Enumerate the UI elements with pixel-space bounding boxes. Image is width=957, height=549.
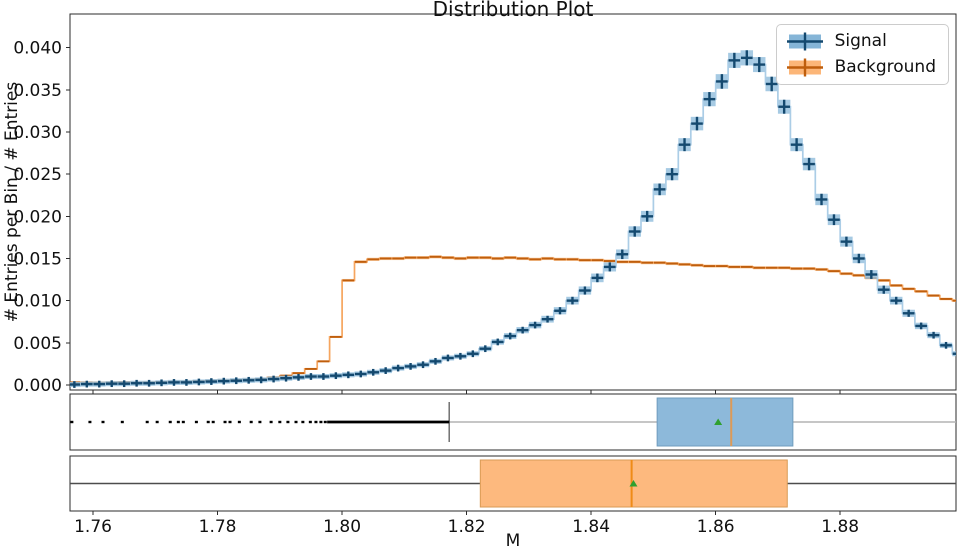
- mean-marker: [629, 480, 638, 487]
- x-tick-label: 1.88: [821, 517, 859, 537]
- y-axis-label: # Entries per Bin / # Entries: [2, 81, 22, 323]
- background-series: [70, 255, 956, 384]
- flier-point: [319, 420, 323, 424]
- bottom-axis: 1.76 1.78 1.80 1.82 1.84 1.86 1.88: [74, 511, 859, 537]
- flier-point: [70, 420, 74, 424]
- flier-point: [194, 420, 198, 424]
- flier-point: [211, 420, 215, 424]
- flier-point: [237, 420, 241, 424]
- flier-point: [249, 420, 253, 424]
- flier-point: [269, 420, 273, 424]
- signal-series: [70, 50, 956, 388]
- flier-point: [101, 420, 105, 424]
- y-tick-label: 0.000: [13, 376, 62, 396]
- x-tick-label: 1.78: [199, 517, 237, 537]
- flier-point: [258, 420, 262, 424]
- flier-point: [323, 420, 327, 424]
- y-tick-label: 0.035: [13, 81, 62, 101]
- plot-title: Distribution Plot: [432, 0, 594, 21]
- x-tick-label: 1.86: [697, 517, 735, 537]
- flier-point: [286, 420, 290, 424]
- flier-point: [155, 420, 159, 424]
- flier-point: [145, 420, 149, 424]
- mean-marker: [714, 418, 723, 425]
- flier-point: [206, 420, 210, 424]
- legend-label-signal: Signal: [834, 31, 887, 51]
- flier-point: [228, 420, 232, 424]
- background-boxplot: [69, 455, 957, 512]
- flier-point: [176, 420, 180, 424]
- legend-entry-signal: Signal: [786, 31, 936, 51]
- flier-point: [88, 420, 92, 424]
- y-tick-label: 0.025: [13, 165, 62, 185]
- main-axes: 0.000 0.005 0.010 0.015 0.020 0.025 0.030 0.035…: [13, 13, 957, 396]
- x-tick-label: 1.84: [572, 517, 610, 537]
- flier-point: [120, 420, 124, 424]
- legend: Signal Background: [775, 24, 949, 85]
- flier-point: [181, 420, 185, 424]
- flier-point: [314, 420, 318, 424]
- y-tick-label: 0.020: [13, 207, 62, 227]
- legend-label-background: Background: [834, 57, 936, 77]
- signal-errorbar-swatch-icon: [786, 32, 823, 51]
- flier-point: [278, 420, 282, 424]
- y-tick-label: 0.005: [13, 334, 62, 354]
- y-tick-label: 0.010: [13, 292, 62, 312]
- y-tick-label: 0.015: [13, 249, 62, 269]
- signal-boxplot: [69, 393, 957, 451]
- flier-point: [308, 420, 312, 424]
- x-tick-label: 1.76: [74, 517, 112, 537]
- flier-point: [168, 420, 172, 424]
- x-axis-label: M: [505, 531, 521, 549]
- x-tick-label: 1.80: [323, 517, 361, 537]
- flier-point: [294, 420, 298, 424]
- y-tick-label: 0.030: [13, 123, 62, 143]
- y-tick-label: 0.040: [13, 39, 62, 59]
- legend-entry-background: Background: [786, 57, 936, 77]
- x-tick-label: 1.82: [448, 517, 486, 537]
- iqr-box: [656, 397, 794, 447]
- flier-point: [223, 420, 227, 424]
- flier-point: [301, 420, 305, 424]
- background-errorbar-swatch-icon: [786, 58, 823, 77]
